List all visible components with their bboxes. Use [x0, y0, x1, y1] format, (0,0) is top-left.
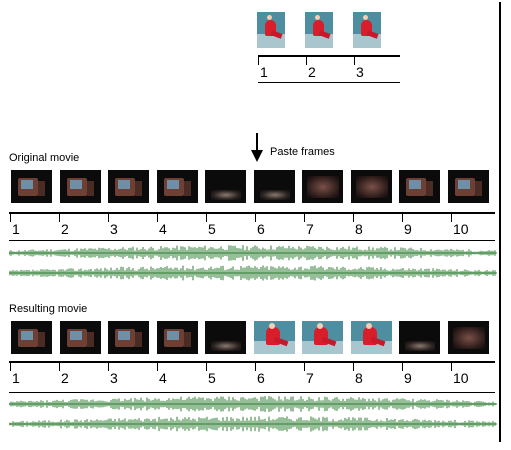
timeline-tick [451, 214, 452, 222]
frame-skater [257, 12, 285, 48]
timeline-tick [258, 57, 259, 65]
original-timeline-line [9, 212, 495, 214]
frame-tv [447, 170, 489, 203]
timeline-tick [402, 363, 403, 371]
timeline-tick [10, 363, 11, 371]
right-divider [499, 2, 501, 442]
frame-number: 10 [453, 370, 469, 386]
timeline-tick [255, 363, 256, 371]
timeline-tick [255, 214, 256, 222]
frame-number: 2 [61, 370, 69, 386]
frame-number: 5 [208, 221, 216, 237]
frame-dark [399, 321, 440, 354]
timeline-tick [206, 363, 207, 371]
frame-number: 2 [308, 64, 316, 80]
timeline-tick [304, 214, 305, 222]
timeline-tick [304, 363, 305, 371]
timeline-tick [451, 363, 452, 371]
original-audio-waveform-1 [9, 245, 497, 261]
frame-tv [156, 170, 198, 203]
frame-number: 3 [110, 221, 118, 237]
frame-skater [350, 321, 392, 354]
timeline-tick [353, 363, 354, 371]
timeline-tick [353, 214, 354, 222]
frame-tv [11, 321, 52, 354]
frame-tv [11, 170, 52, 203]
frame-number: 7 [306, 221, 314, 237]
timeline-tick [306, 57, 307, 65]
frame-tv [59, 321, 101, 354]
timeline-tick [59, 363, 60, 371]
timeline-tick [108, 363, 109, 371]
frame-dark [205, 321, 246, 354]
resulting-movie-label: Resulting movie [9, 303, 88, 315]
paste-arrow-head [251, 150, 263, 162]
source-timeline-base [258, 82, 400, 83]
frame-tv [156, 321, 198, 354]
original-audio-waveform-2 [9, 265, 497, 281]
source-timeline-line [258, 55, 400, 57]
frame-number: 3 [110, 370, 118, 386]
frame-number: 1 [12, 370, 20, 386]
resulting-timeline-line [9, 361, 495, 363]
frame-tv [108, 321, 149, 354]
frame-number: 8 [355, 370, 363, 386]
frame-blur [350, 170, 392, 203]
timeline-tick [354, 57, 355, 65]
resulting-audio-waveform-2 [9, 416, 497, 432]
frame-tv [59, 170, 101, 203]
frame-number: 2 [61, 221, 69, 237]
frame-number: 9 [404, 221, 412, 237]
frame-number: 9 [404, 370, 412, 386]
frame-number: 4 [159, 221, 167, 237]
timeline-tick [206, 214, 207, 222]
frame-blur [447, 321, 489, 354]
frame-skater [302, 321, 343, 354]
frame-number: 8 [355, 221, 363, 237]
frame-number: 3 [356, 64, 364, 80]
frame-number: 7 [306, 370, 314, 386]
frame-skater [253, 321, 295, 354]
original-movie-label: Original movie [9, 152, 80, 164]
timeline-tick [402, 214, 403, 222]
paste-frames-label: Paste frames [270, 146, 335, 158]
timeline-tick [157, 363, 158, 371]
frame-skater [305, 12, 333, 48]
frame-number: 1 [260, 64, 268, 80]
resulting-audio-waveform-1 [9, 396, 497, 412]
frame-number: 5 [208, 370, 216, 386]
frame-skater [353, 12, 381, 48]
frame-blur [302, 170, 343, 203]
timeline-tick [10, 214, 11, 222]
timeline-tick [59, 214, 60, 222]
frame-tv [108, 170, 149, 203]
frame-number: 10 [453, 221, 469, 237]
timeline-tick [108, 214, 109, 222]
frame-dark [205, 170, 246, 203]
paste-arrow-shaft [256, 133, 258, 155]
frame-number: 4 [159, 370, 167, 386]
resulting-timeline-base [9, 392, 495, 393]
frame-dark [253, 170, 295, 203]
original-timeline-base [9, 240, 495, 241]
frame-tv [399, 170, 440, 203]
frame-number: 1 [12, 221, 20, 237]
frame-number: 6 [257, 370, 265, 386]
timeline-tick [157, 214, 158, 222]
frame-number: 6 [257, 221, 265, 237]
